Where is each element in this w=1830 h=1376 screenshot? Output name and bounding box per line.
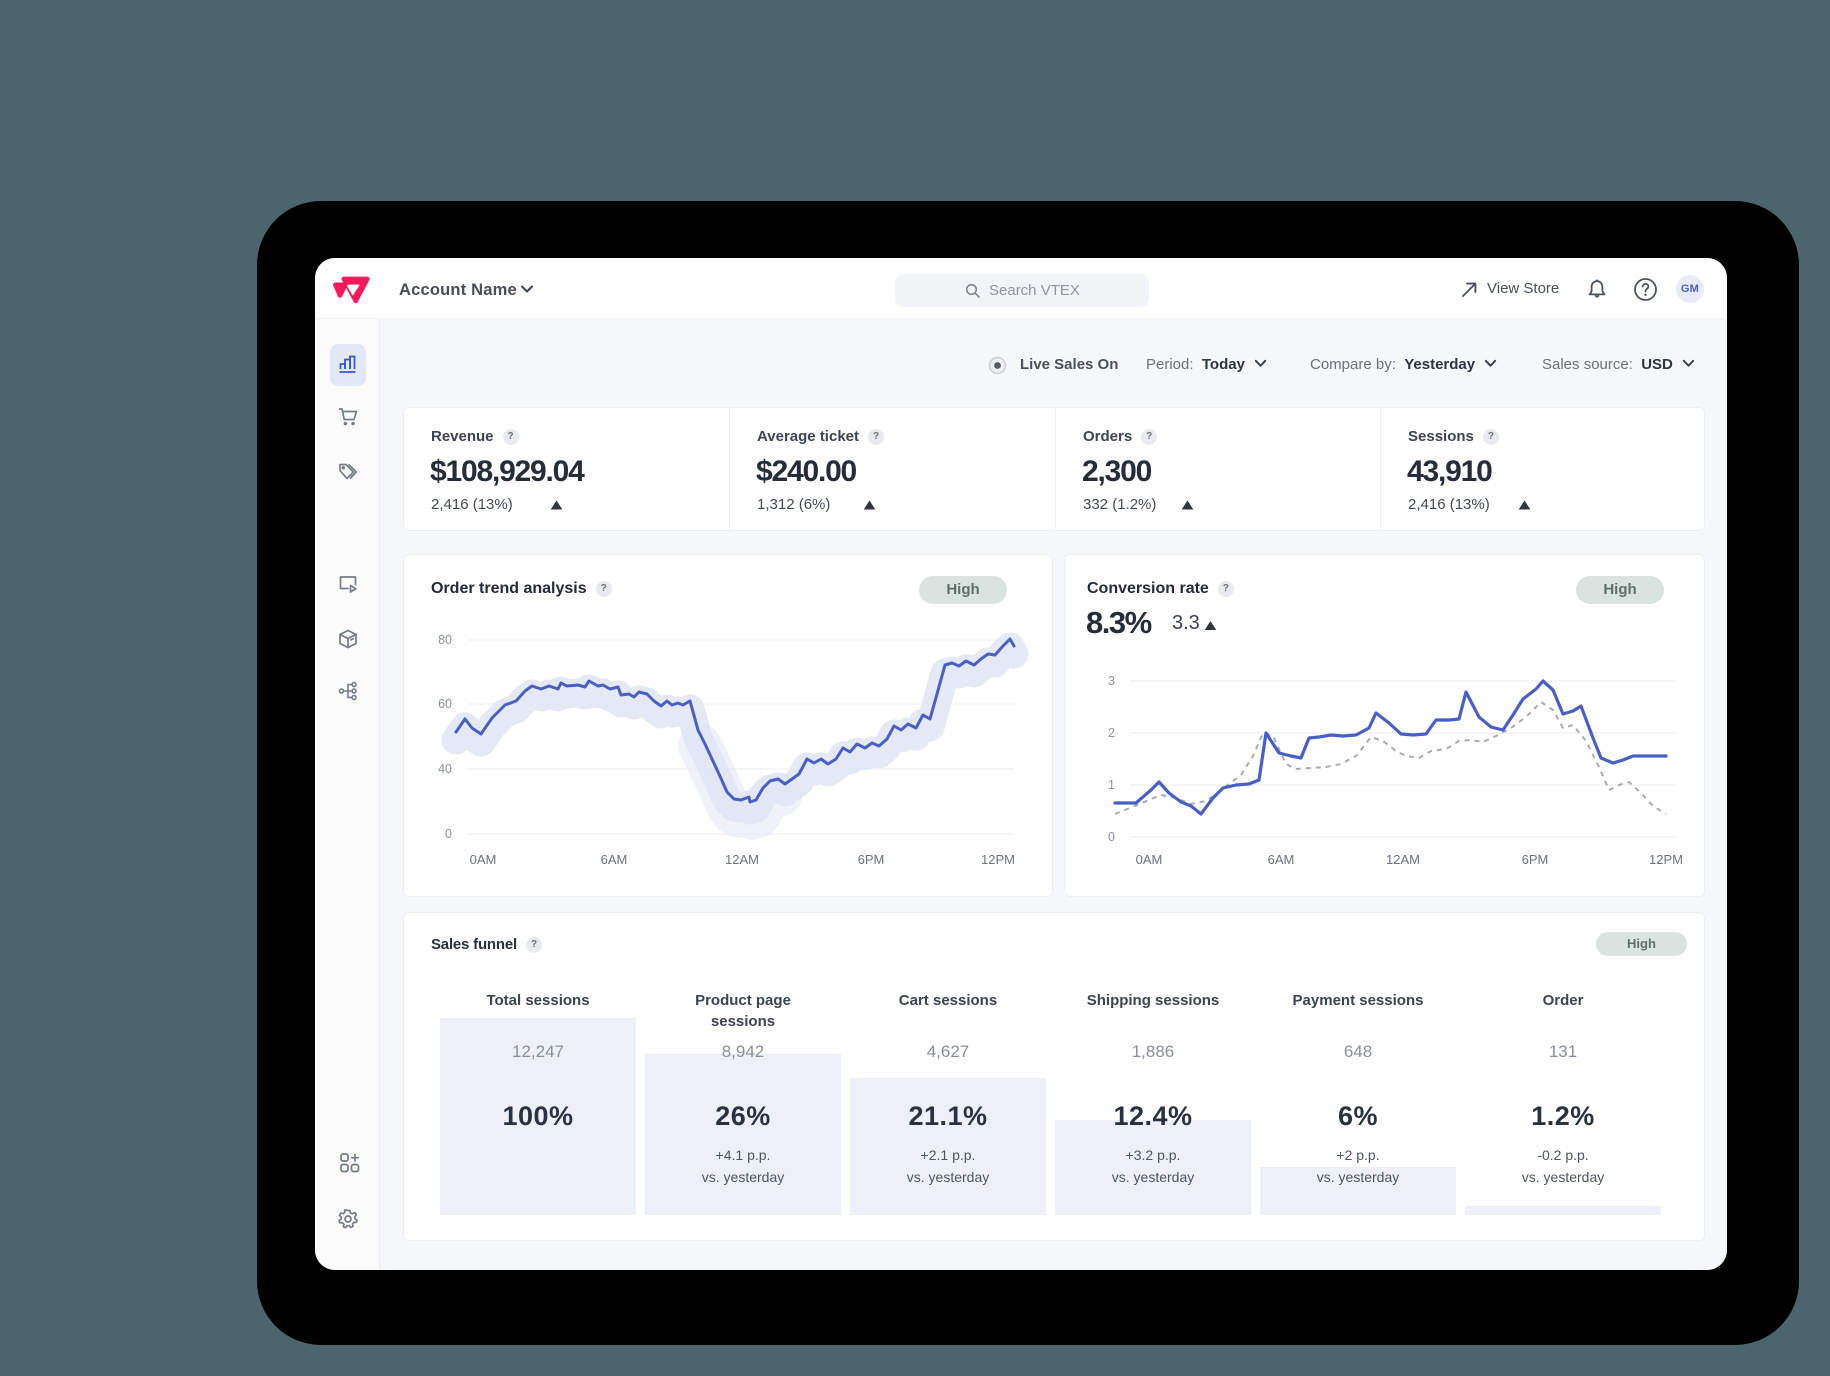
svg-text:40: 40: [438, 762, 452, 776]
svg-text:6AM: 6AM: [601, 852, 628, 867]
svg-text:12PM: 12PM: [981, 852, 1015, 867]
svg-text:6PM: 6PM: [858, 852, 885, 867]
svg-text:0AM: 0AM: [1136, 852, 1163, 867]
svg-text:1: 1: [1108, 778, 1115, 792]
svg-text:6PM: 6PM: [1522, 852, 1549, 867]
svg-text:12AM: 12AM: [725, 852, 759, 867]
svg-text:0: 0: [445, 827, 452, 841]
svg-text:2: 2: [1108, 726, 1115, 740]
svg-text:60: 60: [438, 697, 452, 711]
svg-text:80: 80: [438, 633, 452, 647]
svg-text:0AM: 0AM: [470, 852, 497, 867]
svg-text:0: 0: [1108, 830, 1115, 844]
svg-text:6AM: 6AM: [1268, 852, 1295, 867]
svg-text:3: 3: [1108, 674, 1115, 688]
svg-text:12AM: 12AM: [1386, 852, 1420, 867]
svg-text:12PM: 12PM: [1649, 852, 1683, 867]
